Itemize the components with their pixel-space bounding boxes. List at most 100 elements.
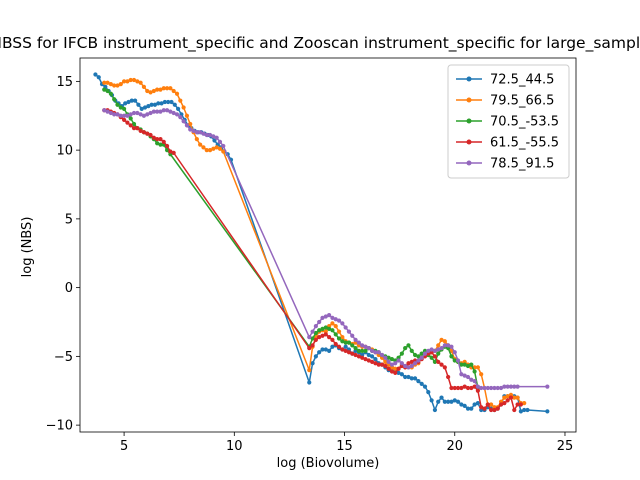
data-point: [330, 337, 335, 342]
data-point: [323, 332, 328, 337]
chart-title: NBSS for IFCB instrument_specific and Zo…: [0, 34, 640, 53]
data-point: [125, 120, 130, 125]
data-point: [128, 112, 133, 117]
data-point: [350, 351, 355, 356]
data-point: [452, 385, 457, 391]
data-point: [369, 354, 375, 359]
data-point: [194, 130, 199, 135]
data-point: [336, 344, 342, 349]
data-point: [201, 145, 206, 150]
legend-swatch-marker: [466, 118, 472, 124]
data-point: [489, 385, 494, 391]
data-point: [383, 363, 388, 369]
data-point: [158, 137, 163, 142]
legend: 72.5_44.5 79.5_66.5 70.5_-53.5 61.5_-55.5 78…: [447, 64, 570, 179]
data-point: [465, 385, 471, 391]
data-point: [129, 98, 134, 103]
data-point: [161, 86, 166, 91]
data-point: [360, 355, 365, 360]
data-point: [389, 362, 395, 367]
data-point: [176, 106, 181, 111]
series-5: [102, 108, 550, 391]
data-point: [436, 359, 441, 364]
y-tick-label: 15: [56, 75, 73, 90]
x-tick-label: 25: [557, 439, 574, 454]
data-point: [518, 402, 523, 407]
data-point: [432, 407, 438, 413]
data-point: [436, 347, 441, 352]
data-point: [161, 108, 166, 113]
data-point: [307, 380, 312, 385]
data-point: [168, 149, 173, 154]
y-tick-label: 5: [65, 212, 73, 227]
data-point: [406, 343, 411, 348]
data-point: [522, 401, 527, 406]
data-point: [439, 337, 444, 342]
data-point: [439, 362, 444, 367]
data-point: [93, 72, 98, 77]
data-point: [169, 99, 174, 105]
legend-label: 61.5_-55.5: [490, 136, 559, 151]
data-point: [412, 361, 418, 366]
data-point: [152, 102, 158, 107]
data-point: [492, 385, 497, 391]
data-point: [505, 394, 510, 399]
data-point: [472, 402, 477, 407]
data-point: [191, 128, 196, 133]
data-point: [469, 406, 474, 411]
data-point: [131, 77, 137, 83]
data-point: [211, 146, 216, 151]
data-point: [366, 358, 371, 363]
data-point: [436, 351, 441, 356]
data-point: [432, 348, 438, 353]
data-point: [155, 109, 160, 114]
data-point: [403, 346, 408, 351]
data-point: [123, 101, 128, 106]
data-point: [449, 399, 454, 404]
data-point: [164, 143, 170, 149]
data-point: [340, 347, 345, 352]
data-point: [164, 108, 170, 113]
data-point: [343, 325, 348, 330]
data-point: [360, 343, 365, 348]
data-point: [125, 79, 130, 84]
data-point: [363, 357, 368, 362]
data-point: [201, 131, 206, 136]
data-point: [455, 399, 461, 404]
data-point: [148, 90, 153, 95]
data-point: [336, 336, 342, 341]
data-point: [369, 359, 375, 364]
data-point: [406, 361, 411, 366]
data-point: [502, 395, 507, 400]
data-point: [188, 121, 193, 127]
data-point: [409, 363, 414, 369]
data-point: [508, 395, 514, 400]
data-point: [545, 384, 550, 389]
data-point: [498, 402, 504, 407]
data-point: [379, 362, 385, 367]
data-point: [502, 401, 507, 406]
data-point: [452, 398, 457, 403]
data-point: [112, 97, 117, 102]
data-point: [525, 407, 530, 413]
data-point: [393, 361, 398, 366]
data-point: [432, 354, 438, 359]
data-point: [412, 376, 418, 381]
data-point: [310, 343, 315, 348]
legend-item: 79.5_66.5: [456, 94, 554, 109]
data-point: [472, 369, 477, 374]
data-point: [356, 340, 361, 345]
data-point: [171, 110, 176, 116]
data-point: [426, 390, 431, 395]
data-point: [164, 86, 170, 91]
data-point: [442, 343, 447, 348]
legend-item: 70.5_-53.5: [456, 115, 559, 130]
data-point: [399, 351, 404, 356]
data-point: [505, 384, 510, 389]
data-point: [105, 88, 110, 94]
data-point: [459, 362, 464, 367]
data-point: [452, 350, 457, 355]
data-point: [416, 358, 421, 363]
data-point: [151, 88, 156, 94]
data-point: [330, 315, 335, 320]
